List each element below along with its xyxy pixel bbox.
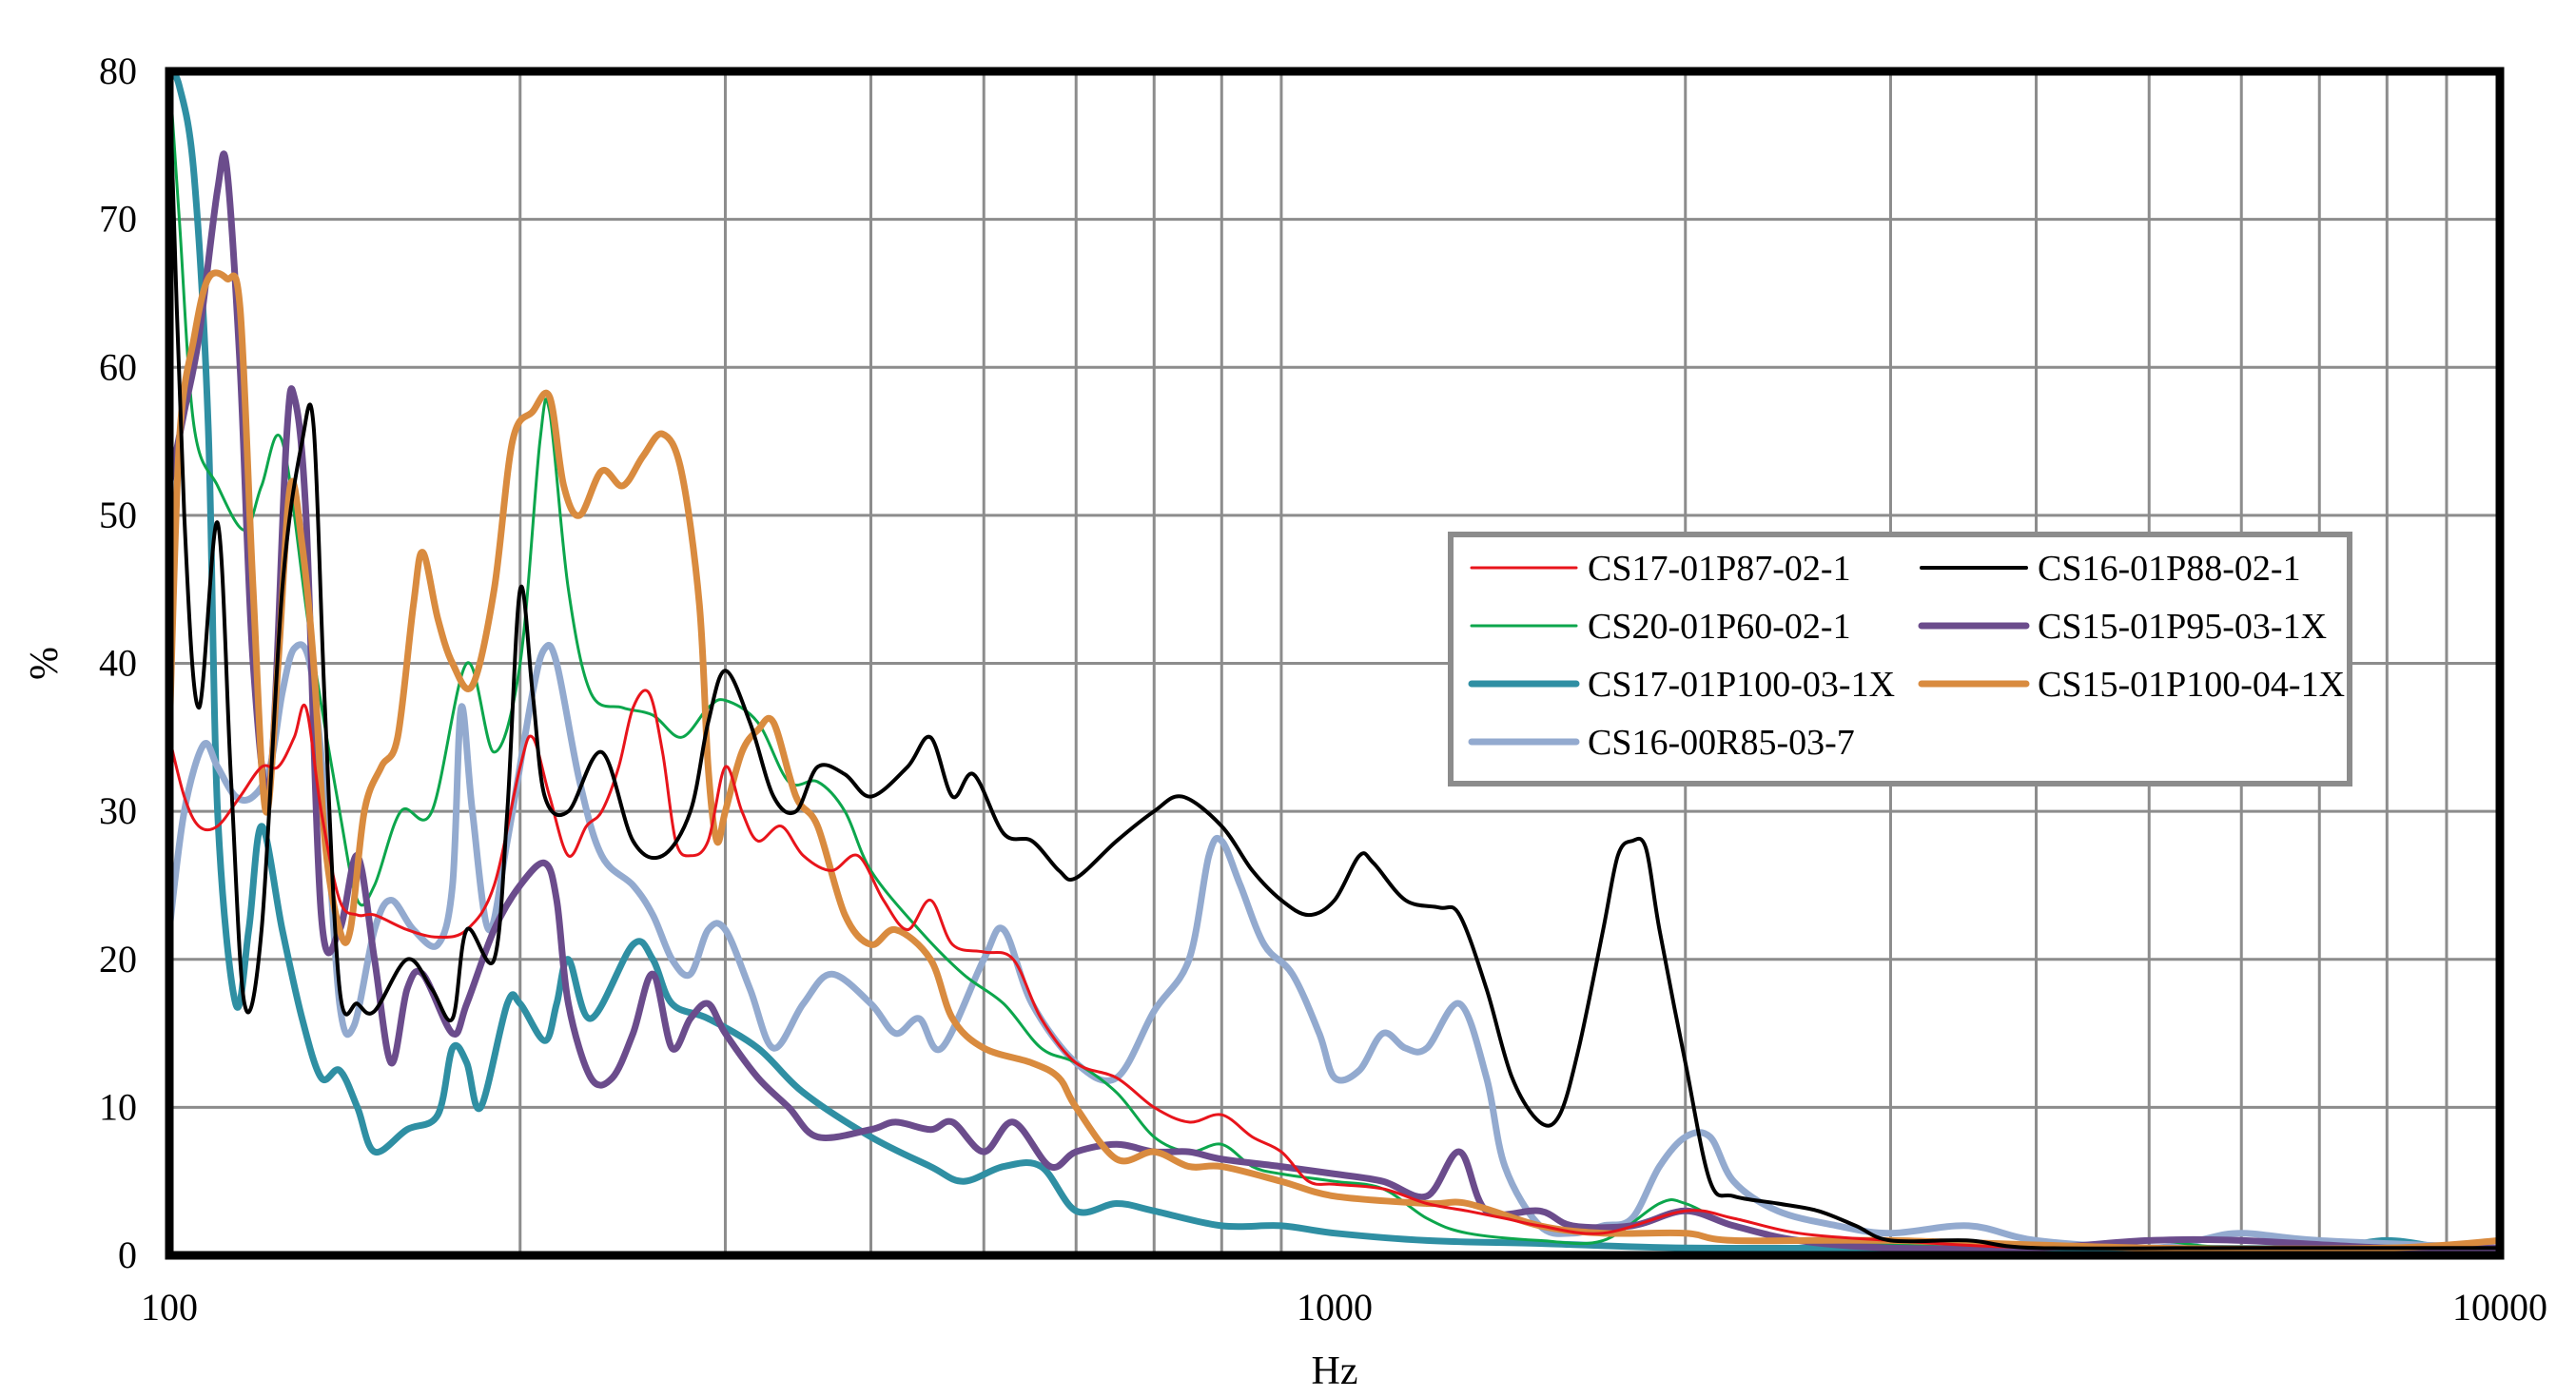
x-tick-label: 10000 — [2452, 1286, 2547, 1329]
legend-entry-label: CS17-01P87-02-1 — [1588, 549, 1851, 589]
plot-area-frame — [165, 67, 2505, 1260]
legend-box — [1448, 532, 2352, 786]
legend: CS17-01P87-02-1 CS16-01P88-02-1 CS20-01P60… — [1448, 532, 2352, 786]
legend-entry-label: CS17-01P100-03-1X — [1588, 665, 1895, 705]
series-line-CS17-01P87-02-1 — [167, 689, 2502, 1251]
y-tick-label: 30 — [99, 789, 137, 832]
y-tick-label: 0 — [118, 1233, 137, 1276]
y-tick-label: 20 — [99, 938, 137, 981]
x-axis-tick-labels: 100 1000 10000 — [141, 1286, 2547, 1329]
legend-entry-label: CS20-01P60-02-1 — [1588, 607, 1851, 647]
legend-entry-label: CS16-01P88-02-1 — [2038, 549, 2301, 589]
x-tick-label: 100 — [141, 1286, 198, 1329]
y-tick-label: 50 — [99, 494, 137, 536]
x-tick-label: 1000 — [1297, 1286, 1373, 1329]
y-axis-tick-labels: 0 10 20 30 40 50 60 70 80 — [99, 49, 137, 1276]
series-line-CS16-00R85-03-7 — [166, 641, 2504, 1252]
y-tick-label: 70 — [99, 198, 137, 241]
series-line-CS15-01P95-03-1X — [166, 150, 2504, 1252]
legend-entry-label: CS16-00R85-03-7 — [1588, 723, 1855, 763]
plot-series — [166, 68, 2504, 1252]
series-line-CS15-01P100-04-1X — [166, 269, 2504, 1252]
y-axis-title: % — [23, 647, 67, 680]
y-tick-label: 60 — [99, 345, 137, 388]
y-tick-label: 80 — [99, 49, 137, 92]
legend-entry-label: CS15-01P100-04-1X — [2038, 665, 2345, 705]
x-axis-title: Hz — [1312, 1349, 1358, 1393]
y-tick-label: 10 — [99, 1085, 137, 1128]
series-line-CS17-01P100-03-1X — [166, 68, 2504, 1252]
y-tick-label: 40 — [99, 642, 137, 685]
legend-entry-label: CS15-01P95-03-1X — [2038, 607, 2327, 647]
series-line-CS20-01P60-02-1 — [167, 69, 2502, 1251]
series-line-CS16-01P88-02-1 — [167, 69, 2502, 1251]
